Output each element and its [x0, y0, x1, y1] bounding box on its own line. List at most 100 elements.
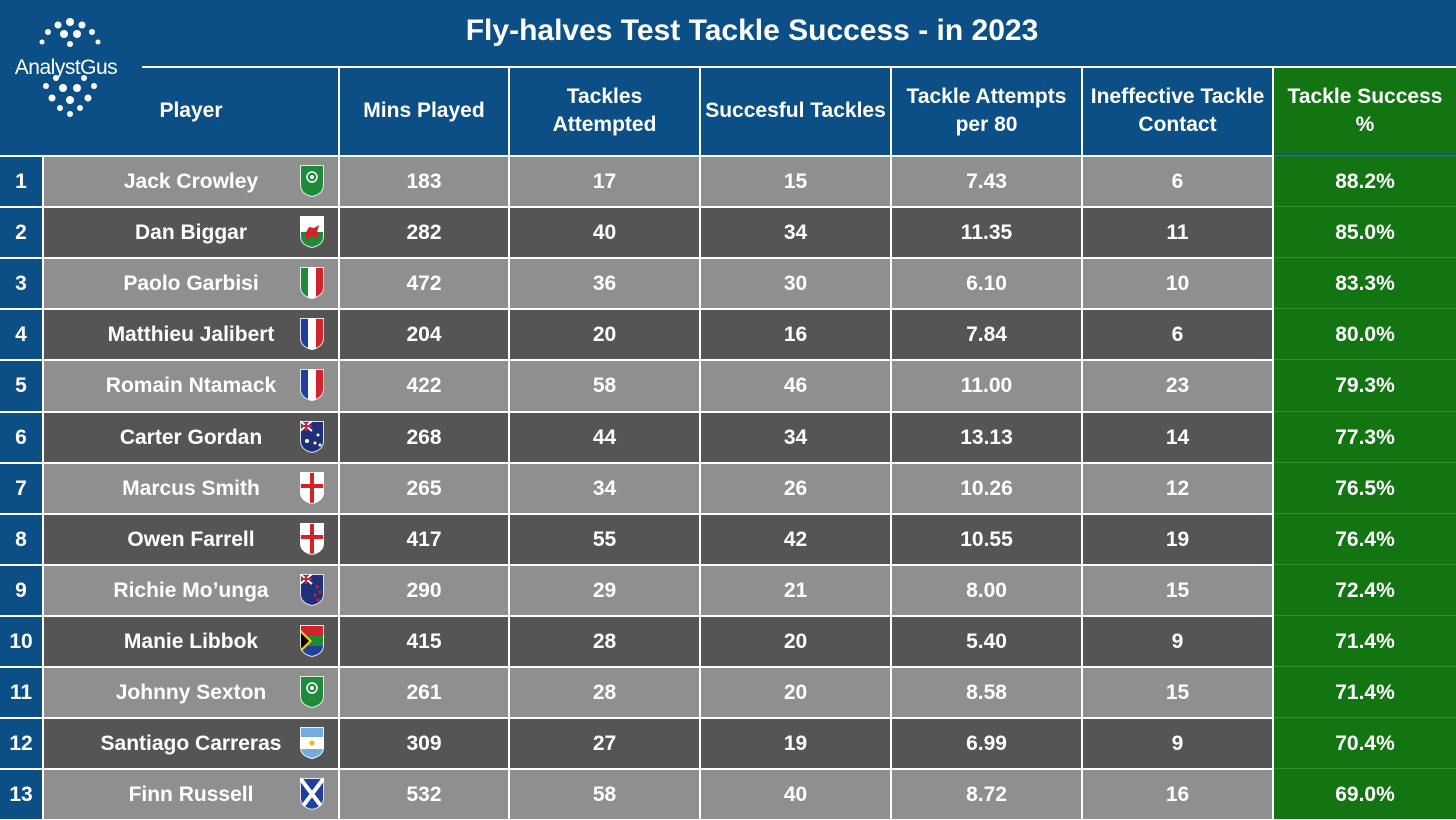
successful-tackles-cell: 26: [783, 476, 808, 500]
tackle-success-cell: 77.3%: [1335, 425, 1395, 449]
argentina-flag-icon: [300, 727, 324, 760]
mins-played-cell: 422: [406, 374, 442, 397]
success-row-divider: [1274, 615, 1456, 616]
rank-separator: [0, 768, 42, 770]
mins-played-cell: 532: [406, 782, 442, 806]
successful-tackles-cell: 19: [783, 731, 808, 755]
successful-tackles-cell: 42: [783, 527, 808, 551]
player-name: Johnny Sexton: [115, 680, 267, 704]
player-cell: Johnny Sexton: [44, 667, 338, 718]
successful-tackles-cell: 30: [783, 271, 808, 295]
tackle-success-cell: 88.2%: [1335, 169, 1395, 193]
tackle-success-cell: 70.4%: [1335, 731, 1395, 755]
attempts-per-80-cell: 6.99: [966, 731, 1007, 755]
column-divider: [338, 68, 340, 819]
rank-cell: 6: [15, 425, 27, 449]
column-divider: [42, 155, 44, 819]
rank-separator: [0, 359, 42, 361]
tackle-success-cell: 79.3%: [1335, 374, 1395, 397]
attempts-per-80-cell: 11.35: [960, 220, 1013, 244]
ireland-flag-icon: [300, 165, 324, 198]
player-name: Manie Libbok: [123, 629, 259, 653]
ineffective-contact-cell: 9: [1171, 731, 1184, 755]
logo-text: AnalystGus: [14, 56, 118, 79]
rank-cell: 3: [15, 271, 27, 295]
ineffective-contact-cell: 14: [1165, 425, 1190, 449]
table-header-band: [0, 0, 1456, 155]
mins-played-cell: 282: [406, 220, 442, 244]
mins-played-cell: 268: [406, 425, 442, 449]
player-cell: Paolo Garbisi: [44, 258, 338, 309]
mins-played-cell: 472: [406, 271, 442, 295]
successful-tackles-cell: 40: [783, 782, 808, 806]
logo-dots-icon: [39, 18, 101, 117]
table-row: [42, 615, 1456, 666]
player-cell: Romain Ntamack: [44, 360, 338, 412]
tackle-success-cell: 72.4%: [1335, 578, 1395, 602]
player-name: Richie Mo’unga: [113, 578, 269, 602]
tackle-success-cell: 76.4%: [1335, 527, 1395, 551]
tackle-success-column-bg: [1274, 155, 1456, 819]
player-name: Jack Crowley: [123, 169, 259, 193]
rank-cell: 4: [15, 322, 27, 346]
title-divider: [142, 66, 1456, 68]
attempts-per-80-cell: 11.00: [960, 374, 1013, 397]
table-row: [42, 666, 1456, 717]
scotland-flag-icon: [300, 778, 324, 811]
success-row-divider: [1274, 666, 1456, 667]
rank-cell: 1: [15, 169, 27, 193]
successful-tackles-cell: 34: [783, 425, 808, 449]
tackle-success-cell: 69.0%: [1335, 782, 1395, 806]
player-cell: Marcus Smith: [44, 463, 338, 514]
chart-title: Fly-halves Test Tackle Success - in 2023: [465, 14, 1039, 47]
ireland-flag-icon: [300, 676, 324, 709]
player-name: Matthieu Jalibert: [107, 322, 275, 346]
player-name: Santiago Carreras: [100, 731, 282, 755]
mins-played-cell: 417: [406, 527, 442, 551]
england-flag-icon: [300, 472, 324, 505]
mins-played-cell: 290: [406, 578, 442, 602]
ineffective-contact-cell: 10: [1165, 271, 1190, 295]
column-divider: [508, 68, 510, 819]
ineffective-contact-cell: 11: [1166, 220, 1189, 244]
tackles-attempted-cell: 58: [592, 374, 617, 397]
success-row-divider: [1274, 768, 1456, 769]
ineffective-contact-cell: 6: [1171, 169, 1184, 193]
player-name: Owen Farrell: [127, 527, 255, 551]
successful-tackles-cell: 46: [783, 374, 808, 397]
success-row-divider: [1274, 564, 1456, 565]
mins-played-cell: 183: [406, 169, 442, 193]
tackles-attempted-cell: 55: [592, 527, 617, 551]
success-row-divider: [1274, 717, 1456, 718]
successful-tackles-cell: 34: [783, 220, 808, 244]
tackle-success-cell: 83.3%: [1335, 271, 1395, 295]
ineffective-contact-cell: 16: [1165, 782, 1190, 806]
tackle-success-cell: 80.0%: [1335, 322, 1395, 346]
france-flag-icon: [300, 318, 324, 351]
attempts-per-80-cell: 10.55: [960, 527, 1013, 551]
column-header-mins-played: Mins Played: [363, 99, 485, 122]
player-name: Finn Russell: [128, 782, 254, 806]
column-header-attempts-per-80: Tackle Attempts per 80: [906, 85, 1067, 136]
table-row: [42, 359, 1456, 411]
rank-separator: [0, 308, 42, 310]
player-cell: Owen Farrell: [44, 514, 338, 565]
table-row: [42, 513, 1456, 564]
attempts-per-80-cell: 10.26: [960, 476, 1013, 500]
tackles-attempted-cell: 58: [592, 782, 617, 806]
table-row: [42, 206, 1456, 257]
player-cell: Carter Gordan: [44, 412, 338, 463]
tackles-attempted-cell: 28: [592, 629, 617, 653]
italy-flag-icon: [300, 267, 324, 300]
wales-flag-icon: [300, 216, 324, 249]
successful-tackles-cell: 16: [783, 322, 808, 346]
successful-tackles-cell: 21: [783, 578, 808, 602]
mins-played-cell: 204: [406, 322, 442, 346]
player-cell: Manie Libbok: [44, 616, 338, 667]
mins-played-cell: 415: [406, 629, 442, 653]
success-row-divider: [1274, 257, 1456, 258]
table-row: [42, 462, 1456, 513]
table-row: [42, 564, 1456, 615]
rank-separator: [0, 564, 42, 566]
successful-tackles-cell: 20: [783, 680, 808, 704]
